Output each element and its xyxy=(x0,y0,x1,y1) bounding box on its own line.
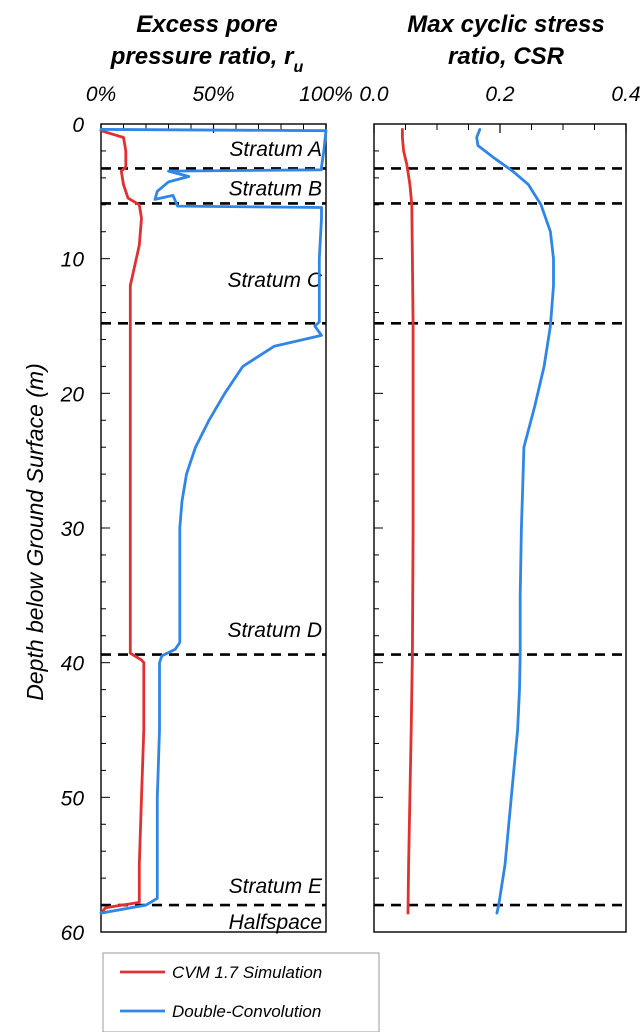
stratum-label: Stratum B xyxy=(229,177,322,200)
right-x-tick-label: 0.0 xyxy=(359,83,389,106)
y-tick-label: 60 xyxy=(61,922,85,945)
right-x-tick-label: 0.4 xyxy=(611,83,640,106)
y-tick-label: 50 xyxy=(61,787,85,810)
left-plot-frame xyxy=(100,123,327,933)
left-series-double-convolution xyxy=(99,127,328,915)
left-x-tick-label: 50% xyxy=(192,83,234,106)
left-title-line-1: Excess pore xyxy=(136,11,277,38)
y-tick-label: 40 xyxy=(61,653,85,676)
left-title-line-2: pressure ratio, ru xyxy=(110,43,304,76)
stratum-label: Halfspace xyxy=(229,911,322,934)
legend-label: CVM 1.7 Simulation xyxy=(172,963,322,982)
right-title-line-1: Max cyclic stress xyxy=(407,11,604,38)
right-x-tick-label: 0.2 xyxy=(485,83,515,106)
stratum-label: Stratum D xyxy=(227,619,322,642)
left-panel: 0% 50% 100% 0 10 20 30 40 50 60 Stratum A Stratum B… xyxy=(60,83,353,945)
left-x-tick-label: 100% xyxy=(299,83,353,106)
left-series-cvm-1-7-simulation xyxy=(99,129,146,915)
legend-label: Double-Convolution xyxy=(172,1002,321,1021)
stratum-label: Stratum E xyxy=(229,875,323,898)
right-title-line-2: ratio, CSR xyxy=(448,43,565,70)
right-panel-title: Max cyclic stress ratio, CSR xyxy=(407,11,604,70)
left-panel-title: Excess pore pressure ratio, ru xyxy=(110,11,304,76)
stratum-label: Stratum C xyxy=(227,269,322,292)
y-axis-label: Depth below Ground Surface (m) xyxy=(22,363,48,701)
right-series-double-convolution xyxy=(475,127,555,915)
legend: CVM 1.7 Simulation Double-Convolution xyxy=(102,952,380,1032)
y-tick-label: 10 xyxy=(61,249,85,272)
y-tick-label: 20 xyxy=(60,383,85,406)
stratum-label: Stratum A xyxy=(229,138,322,161)
y-tick-label: 30 xyxy=(61,518,85,541)
right-panel: 0.0 0.2 0.4 xyxy=(359,83,641,933)
left-x-tick-label: 0% xyxy=(86,83,116,106)
right-series-cvm-1-7-simulation xyxy=(400,127,415,915)
legend-box xyxy=(102,952,380,1032)
y-tick-label: 0 xyxy=(72,114,84,137)
